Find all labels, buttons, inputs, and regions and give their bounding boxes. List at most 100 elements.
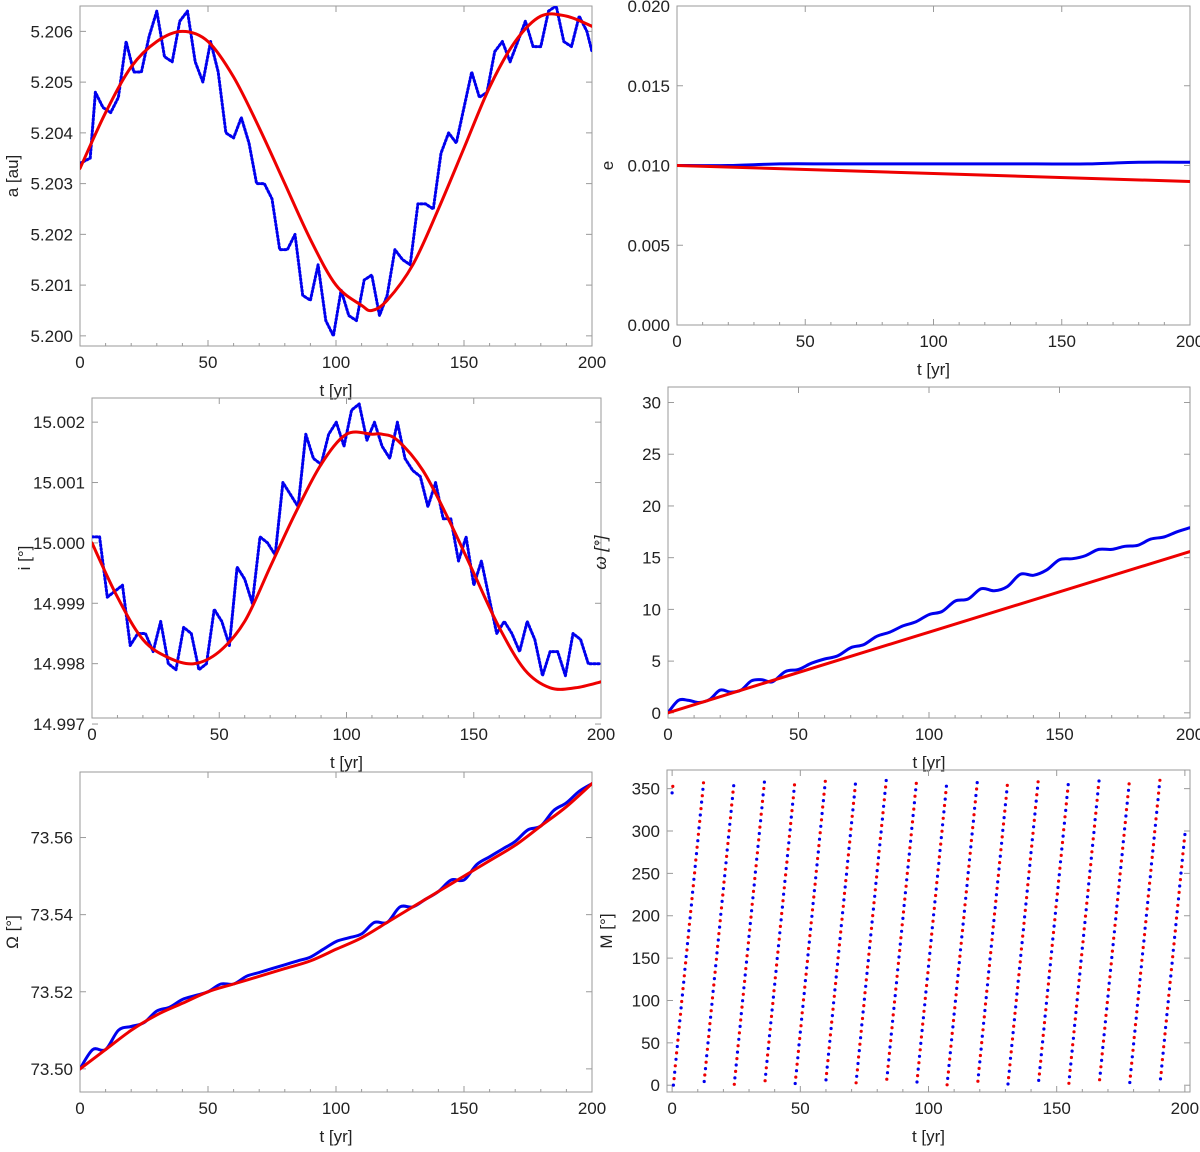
mean-anomaly-point xyxy=(1039,1053,1043,1057)
mean-anomaly-point xyxy=(1089,856,1093,860)
x-tick-label: 0 xyxy=(75,353,84,372)
mean-anomaly-point xyxy=(961,922,965,926)
mean-anomaly-point xyxy=(707,1028,711,1032)
mean-anomaly-point xyxy=(829,1026,833,1031)
mean-anomaly-point xyxy=(1065,795,1069,800)
y-tick-label: 15.000 xyxy=(33,534,85,553)
mean-anomaly-point xyxy=(796,1049,801,1053)
mean-anomaly-point xyxy=(771,1001,775,1006)
mean-anomaly-point xyxy=(908,846,912,850)
mean-anomaly-point xyxy=(1151,843,1156,847)
mean-anomaly-point xyxy=(1147,888,1151,892)
mean-anomaly-point xyxy=(680,993,685,997)
mean-anomaly-point xyxy=(976,1079,980,1083)
mean-anomaly-point xyxy=(1176,897,1181,901)
mean-anomaly-point xyxy=(697,826,701,830)
mean-anomaly-point xyxy=(1013,1011,1017,1015)
mean-anomaly-point xyxy=(842,891,847,896)
mean-anomaly-point xyxy=(958,948,963,952)
mean-anomaly-point xyxy=(898,948,902,953)
mean-anomaly-point xyxy=(965,883,969,888)
mean-anomaly-point xyxy=(969,845,973,849)
mean-anomaly-point xyxy=(763,1079,767,1083)
mean-anomaly-point xyxy=(733,1076,737,1080)
mean-anomaly-point xyxy=(716,944,720,949)
mean-anomaly-point xyxy=(800,1011,804,1015)
mean-anomaly-point xyxy=(1040,1046,1044,1050)
mean-anomaly-point xyxy=(941,816,945,820)
mean-anomaly-point xyxy=(1056,885,1060,890)
mean-anomaly-point xyxy=(685,948,689,952)
mean-anomaly-point xyxy=(1107,988,1111,992)
mean-anomaly-point xyxy=(1109,962,1113,966)
mean-anomaly-point xyxy=(805,959,810,964)
mean-anomaly-point xyxy=(970,832,974,836)
mean-anomaly-point xyxy=(693,864,697,869)
mean-anomaly-point xyxy=(1134,1016,1138,1020)
mean-anomaly-point xyxy=(1160,1064,1164,1068)
mean-anomaly-point xyxy=(1049,956,1053,960)
mean-anomaly-point xyxy=(825,1071,829,1076)
mean-anomaly-point xyxy=(837,943,842,947)
mean-anomaly-point xyxy=(1068,1068,1072,1072)
mean-anomaly-point xyxy=(821,805,825,809)
mean-anomaly-point xyxy=(801,1004,805,1009)
mean-anomaly-point xyxy=(1176,903,1180,907)
mean-anomaly-point xyxy=(996,873,1001,878)
mean-anomaly-point xyxy=(1066,789,1070,793)
series-model xyxy=(80,782,592,1071)
mean-anomaly-point xyxy=(1060,847,1064,851)
mean-anomaly-point xyxy=(851,801,856,806)
mean-anomaly-point xyxy=(796,1056,800,1060)
mean-anomaly-point xyxy=(999,848,1003,852)
y-tick-label: 15 xyxy=(642,549,661,568)
mean-anomaly-point xyxy=(916,1074,920,1078)
mean-anomaly-point xyxy=(1055,892,1059,896)
mean-anomaly-point xyxy=(931,919,935,923)
mean-anomaly-point xyxy=(782,886,786,890)
mean-anomaly-point xyxy=(676,1038,680,1042)
mean-anomaly-point xyxy=(1166,1000,1170,1004)
mean-anomaly-point xyxy=(678,1012,683,1016)
mean-anomaly-point xyxy=(932,913,936,917)
mean-anomaly-point xyxy=(682,974,686,978)
mean-anomaly-point xyxy=(788,828,792,832)
mean-anomaly-point xyxy=(1137,984,1141,988)
mean-anomaly-point xyxy=(945,1083,949,1087)
mean-anomaly-point xyxy=(909,839,913,843)
y-tick-label: 25 xyxy=(642,445,661,464)
y-tick-label: 73.54 xyxy=(30,906,73,925)
x-tick-label: 0 xyxy=(672,332,681,351)
mean-anomaly-point xyxy=(947,1063,951,1068)
mean-anomaly-point xyxy=(859,1029,863,1033)
mean-anomaly-point xyxy=(923,996,927,1001)
mean-anomaly-point xyxy=(749,915,753,919)
mean-anomaly-point xyxy=(994,893,999,897)
mean-anomaly-point xyxy=(726,835,731,839)
x-tick-label: 0 xyxy=(75,1099,84,1118)
mean-anomaly-point xyxy=(784,866,788,871)
mean-anomaly-point xyxy=(748,928,752,932)
mean-anomaly-point xyxy=(896,961,901,966)
mean-anomaly-point xyxy=(673,1064,677,1068)
mean-anomaly-point xyxy=(1155,810,1159,815)
mean-anomaly-point xyxy=(780,911,784,916)
mean-anomaly-point xyxy=(773,976,777,980)
mean-anomaly-point xyxy=(871,914,875,918)
mean-anomaly-point xyxy=(840,917,844,921)
plot-area xyxy=(668,526,1190,715)
mean-anomaly-point xyxy=(762,786,766,791)
mean-anomaly-point xyxy=(1085,895,1090,899)
mean-anomaly-point xyxy=(929,938,933,943)
mean-anomaly-point xyxy=(1100,1058,1104,1062)
mean-anomaly-point xyxy=(1112,930,1116,934)
mean-anomaly-point xyxy=(826,1052,831,1056)
y-tick-label: 0 xyxy=(652,704,661,723)
y-tick-label: 5 xyxy=(652,652,661,671)
y-tick-label: 150 xyxy=(632,949,660,968)
mean-anomaly-point xyxy=(739,1018,743,1022)
mean-anomaly-point xyxy=(688,916,692,920)
mean-anomaly-point xyxy=(737,1037,741,1041)
mean-anomaly-point xyxy=(1177,890,1181,895)
mean-anomaly-point xyxy=(834,975,838,979)
